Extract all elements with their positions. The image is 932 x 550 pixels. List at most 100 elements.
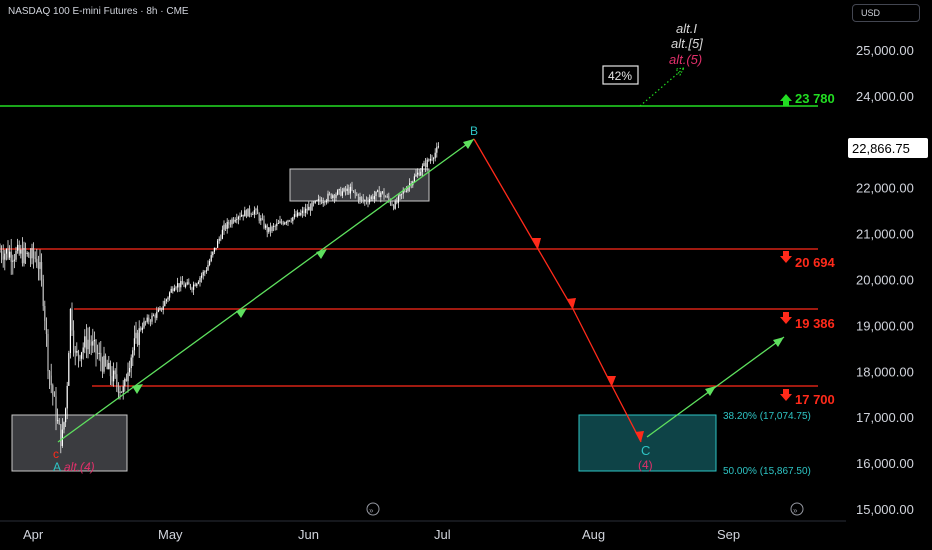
candle-body xyxy=(105,355,107,365)
candle-body xyxy=(351,186,353,191)
candle-body xyxy=(186,282,188,285)
candle-body xyxy=(68,353,70,386)
candle-body xyxy=(279,221,281,224)
candle-body xyxy=(325,200,327,203)
candle-body xyxy=(143,321,145,328)
candle-body xyxy=(165,299,167,302)
candle-body xyxy=(161,307,163,310)
candle-body xyxy=(426,159,428,168)
candle-body xyxy=(31,248,33,259)
red-arrowhead xyxy=(532,238,541,249)
wave-label-c-small: c xyxy=(53,447,59,461)
candle-body xyxy=(157,309,159,312)
candle-body xyxy=(316,200,318,202)
red-arrowhead xyxy=(607,376,616,386)
level-label-23780: 23 780 xyxy=(795,91,835,106)
wave-label-alt-5sq: alt.[5] xyxy=(671,36,703,51)
candle-body xyxy=(362,198,364,202)
candle-body xyxy=(9,251,11,258)
candle-body xyxy=(241,214,243,217)
candle-body xyxy=(276,223,278,227)
candle-body xyxy=(52,385,54,395)
candle-body xyxy=(322,202,324,204)
candle-body xyxy=(409,183,411,187)
candle-body xyxy=(135,332,137,339)
price-tick-label: 17,000.00 xyxy=(856,410,914,425)
price-tick-label: 25,000.00 xyxy=(856,43,914,58)
candle-body xyxy=(177,283,179,288)
candle-body xyxy=(377,190,379,192)
candle-body xyxy=(141,327,143,330)
arrow-down-icon xyxy=(780,251,792,263)
candle-body xyxy=(255,209,257,211)
candle-body xyxy=(249,208,251,215)
green-arrowhead xyxy=(236,308,247,318)
price-axis[interactable]: 25,000.0024,000.0023,000.0022,000.0021,0… xyxy=(856,43,914,517)
candle-body xyxy=(37,266,39,269)
candle-body xyxy=(324,202,326,203)
candle-body xyxy=(140,328,142,330)
candle-body xyxy=(345,188,347,192)
green-path-arrow xyxy=(57,138,475,443)
candle-body xyxy=(285,222,287,223)
green-arrowhead xyxy=(773,337,784,347)
candle-body xyxy=(167,297,169,300)
candle-body xyxy=(301,210,303,213)
candle-body xyxy=(335,194,337,198)
candle-body xyxy=(12,260,14,262)
scroll-to-realtime-icon[interactable]: » xyxy=(366,502,380,516)
time-axis[interactable]: Apr May Jun Jul Aug Sep xyxy=(23,527,740,542)
candle-body xyxy=(242,214,244,217)
candle-body xyxy=(399,194,401,197)
candle-body xyxy=(220,238,222,240)
candle-body xyxy=(73,330,75,351)
candle-body xyxy=(245,210,247,217)
candle-body xyxy=(313,202,315,204)
green-arrowhead xyxy=(705,386,716,396)
candle-body xyxy=(34,257,36,259)
candle-body xyxy=(119,391,121,393)
candle-body xyxy=(261,218,263,220)
candle-body xyxy=(193,284,195,290)
level-label-17700: 17 700 xyxy=(795,392,835,407)
candle-body xyxy=(364,200,366,202)
candle-body xyxy=(300,212,302,216)
candle-body xyxy=(65,408,67,423)
candle-body xyxy=(268,227,270,233)
price-tick-label: 21,000.00 xyxy=(856,227,914,242)
green-path-arrow-2 xyxy=(646,336,785,438)
candle-body xyxy=(415,174,417,177)
candle-body xyxy=(258,214,260,221)
candle-body xyxy=(417,172,419,175)
candle-body xyxy=(386,196,388,198)
candle-body xyxy=(45,320,47,334)
candle-body xyxy=(290,221,292,222)
candle-body xyxy=(361,196,363,199)
candle-body xyxy=(250,214,252,215)
candle-body xyxy=(53,394,55,397)
scroll-to-realtime-icon[interactable]: » xyxy=(790,502,804,516)
candle-body xyxy=(36,258,38,267)
candle-body xyxy=(356,193,358,196)
candle-body xyxy=(21,249,23,264)
candle-body xyxy=(76,350,78,353)
candle-body xyxy=(327,193,329,201)
candle-body xyxy=(194,284,196,287)
currency-button[interactable]: USD xyxy=(852,4,920,22)
candle-body xyxy=(225,224,227,229)
candle-body xyxy=(226,221,228,229)
time-tick-label: Sep xyxy=(717,527,740,542)
candle-body xyxy=(124,378,126,387)
fib-label-50: 50.00% (15,867.50) xyxy=(723,466,811,477)
candle-body xyxy=(375,191,377,197)
candle-body xyxy=(223,224,225,230)
green-arrowhead xyxy=(463,139,474,149)
candle-body xyxy=(309,206,311,211)
candle-body xyxy=(321,201,323,204)
candle-body xyxy=(277,223,279,224)
candle-body xyxy=(265,225,267,228)
price-tick-label: 18,000.00 xyxy=(856,364,914,379)
arrow-down-icon xyxy=(780,389,792,401)
candle-body xyxy=(337,190,339,195)
